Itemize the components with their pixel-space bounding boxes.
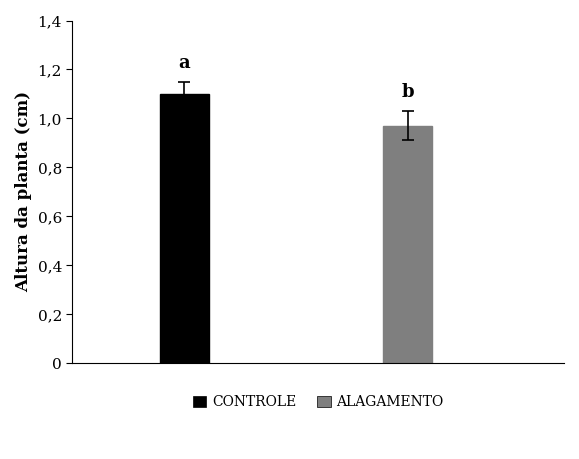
Y-axis label: Altura da planta (cm): Altura da planta (cm) xyxy=(15,91,32,292)
Bar xyxy=(159,94,208,364)
Text: a: a xyxy=(178,54,190,72)
Text: b: b xyxy=(401,83,414,101)
Legend: CONTROLE, ALAGAMENTO: CONTROLE, ALAGAMENTO xyxy=(187,390,449,414)
Bar xyxy=(383,126,432,364)
